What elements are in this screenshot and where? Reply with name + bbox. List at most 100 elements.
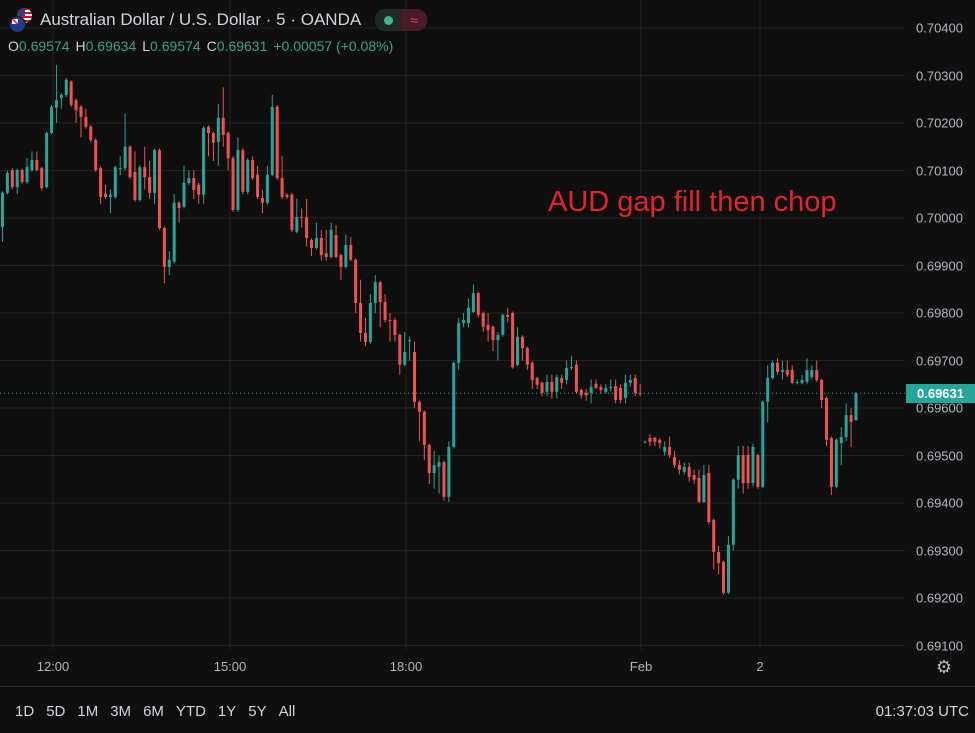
candle-body (148, 177, 152, 193)
candle (270, 94, 274, 177)
candle-body (712, 520, 716, 552)
candle (30, 151, 34, 172)
candle-body (172, 202, 176, 262)
candle-body (354, 259, 358, 304)
range-button-3m[interactable]: 3M (110, 703, 132, 720)
candle (10, 168, 14, 190)
candle (319, 229, 323, 261)
candle (329, 222, 333, 259)
low-value: 0.69574 (150, 38, 201, 54)
candle (226, 131, 230, 171)
candle (442, 460, 446, 501)
candle (481, 311, 485, 332)
candle-body (614, 386, 618, 400)
candle (388, 313, 392, 342)
range-button-all[interactable]: All (278, 703, 296, 720)
candle-body (810, 370, 814, 378)
range-button-5d[interactable]: 5D (46, 703, 66, 720)
candle (143, 146, 147, 190)
candle (839, 427, 843, 465)
candle-body (334, 235, 338, 257)
candle-body (697, 477, 701, 503)
candle-body (525, 348, 529, 365)
candle (35, 151, 39, 172)
clock[interactable]: 01:37:03 UTC (875, 703, 969, 720)
candle (285, 193, 289, 199)
price-tick-label: 0.69100 (916, 638, 963, 653)
candle (221, 87, 225, 147)
candle-body (84, 116, 88, 127)
candle (569, 355, 573, 370)
candle (584, 389, 588, 401)
candle-body (702, 474, 706, 503)
candle (771, 360, 775, 380)
candle (829, 436, 833, 495)
price-axis[interactable]: 0.69631 0.70400 0.70300 0.70200 0.70100 0.70… (906, 0, 975, 653)
candle (844, 403, 848, 442)
candle (525, 346, 529, 370)
candle-body (594, 383, 598, 389)
candle-body (574, 364, 578, 392)
price-tick-label: 0.70000 (916, 210, 963, 226)
candle (599, 384, 603, 394)
candle-body (69, 81, 73, 105)
candle-body (5, 172, 9, 193)
candle (231, 156, 235, 212)
range-button-ytd[interactable]: YTD (175, 703, 206, 720)
low-label: L (142, 38, 151, 54)
settings-gear-icon[interactable]: ⚙ (935, 657, 953, 677)
candle-body (834, 439, 838, 487)
candle (25, 158, 29, 184)
candle-body (775, 362, 779, 372)
candle-body (108, 194, 112, 198)
time-axis[interactable]: 12:00 15:00 18:00 Feb 2 (0, 650, 905, 685)
candle-body (408, 340, 412, 342)
range-button-6m[interactable]: 6M (143, 703, 164, 720)
candle (692, 469, 696, 484)
close-label: C (206, 38, 217, 54)
candle-body (839, 436, 843, 444)
candle (520, 335, 524, 361)
candle (251, 156, 255, 180)
candle-body (373, 282, 377, 304)
candle (290, 192, 294, 233)
candle (751, 443, 755, 487)
candle-body (167, 259, 171, 267)
range-button-1y[interactable]: 1Y (217, 703, 237, 720)
candle (432, 450, 436, 489)
chart-annotation[interactable]: AUD gap fill then chop (548, 186, 837, 218)
candle-body (324, 253, 328, 257)
candle (594, 379, 598, 389)
candle (162, 226, 166, 284)
candle-body (668, 446, 672, 456)
candle-body (403, 351, 407, 365)
candle-body (236, 150, 240, 210)
candle (658, 438, 662, 449)
candle-body (339, 255, 343, 267)
candle-body (35, 160, 39, 171)
price-tick-label: 0.69800 (916, 305, 963, 321)
candle (702, 465, 706, 503)
candlestick-chart[interactable] (0, 0, 905, 650)
approx-icon[interactable]: ≈ (401, 9, 428, 31)
status-pills[interactable]: ≈ (375, 9, 428, 31)
symbol-title[interactable]: Australian Dollar / U.S. Dollar · 5 · OA… (40, 10, 362, 29)
candle-body (648, 437, 652, 442)
candle-body (579, 389, 583, 396)
candle-body (707, 473, 711, 522)
candle-body (113, 167, 117, 198)
candle-body (476, 293, 480, 315)
candle-body (780, 370, 784, 372)
candle-body (256, 174, 260, 198)
market-open-icon[interactable] (375, 9, 402, 31)
range-button-1d[interactable]: 1D (15, 703, 35, 720)
candle (339, 253, 343, 280)
range-button-5y[interactable]: 5Y (248, 703, 267, 720)
candle (236, 137, 240, 212)
candle (653, 436, 657, 446)
candle-body (854, 393, 858, 421)
range-button-1m[interactable]: 1M (77, 703, 99, 720)
candle (349, 237, 353, 262)
candle-body (363, 332, 367, 342)
candle (550, 374, 554, 399)
